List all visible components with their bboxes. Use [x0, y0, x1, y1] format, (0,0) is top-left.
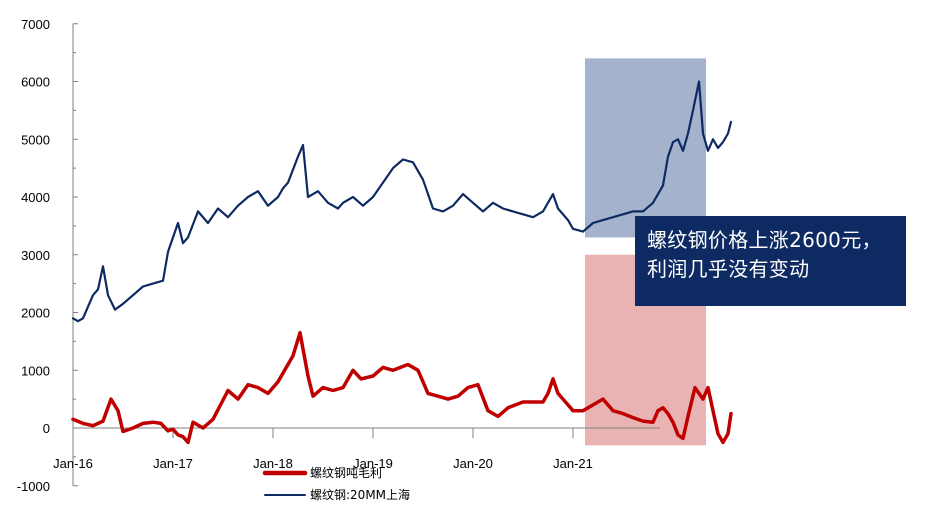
- series-line-0: [71, 330, 733, 445]
- annotation-callout: 螺纹钢价格上涨2600元， 利润几乎没有变动: [635, 216, 906, 306]
- y-tick-label: 6000: [21, 75, 50, 90]
- annotation-line-2: 利润几乎没有变动: [647, 257, 810, 281]
- axes: -1000 0 1000 2000 3000 4000 5000 6000 7000 Jan-16…: [17, 17, 660, 494]
- y-tick-label: -1000: [17, 479, 50, 494]
- y-tick-label: 2000: [21, 306, 50, 321]
- x-tick-label: Jan-21: [553, 456, 593, 471]
- legend-label-0: 螺纹钢吨毛利: [310, 466, 382, 480]
- legend-label-1: 螺纹钢:20MM上海: [310, 487, 410, 502]
- y-tick-label: 5000: [21, 132, 50, 147]
- y-tick-label: 3000: [21, 248, 50, 263]
- series-line-1: [71, 80, 733, 323]
- x-tick-label: Jan-19: [353, 456, 393, 471]
- series-layer: [71, 80, 733, 445]
- y-tick-label: 7000: [21, 17, 50, 32]
- x-tick-label: Jan-20: [453, 456, 493, 471]
- y-tick-label: 1000: [21, 363, 50, 378]
- x-tick-label: Jan-17: [153, 456, 193, 471]
- x-tick-label: Jan-18: [253, 456, 293, 471]
- highlight-box-0: [585, 58, 706, 238]
- y-tick-label: 0: [43, 421, 50, 436]
- annotation-line-1: 螺纹钢价格上涨2600元，: [647, 228, 882, 252]
- x-tick-label: Jan-16: [53, 456, 93, 471]
- y-tick-label: 4000: [21, 190, 50, 205]
